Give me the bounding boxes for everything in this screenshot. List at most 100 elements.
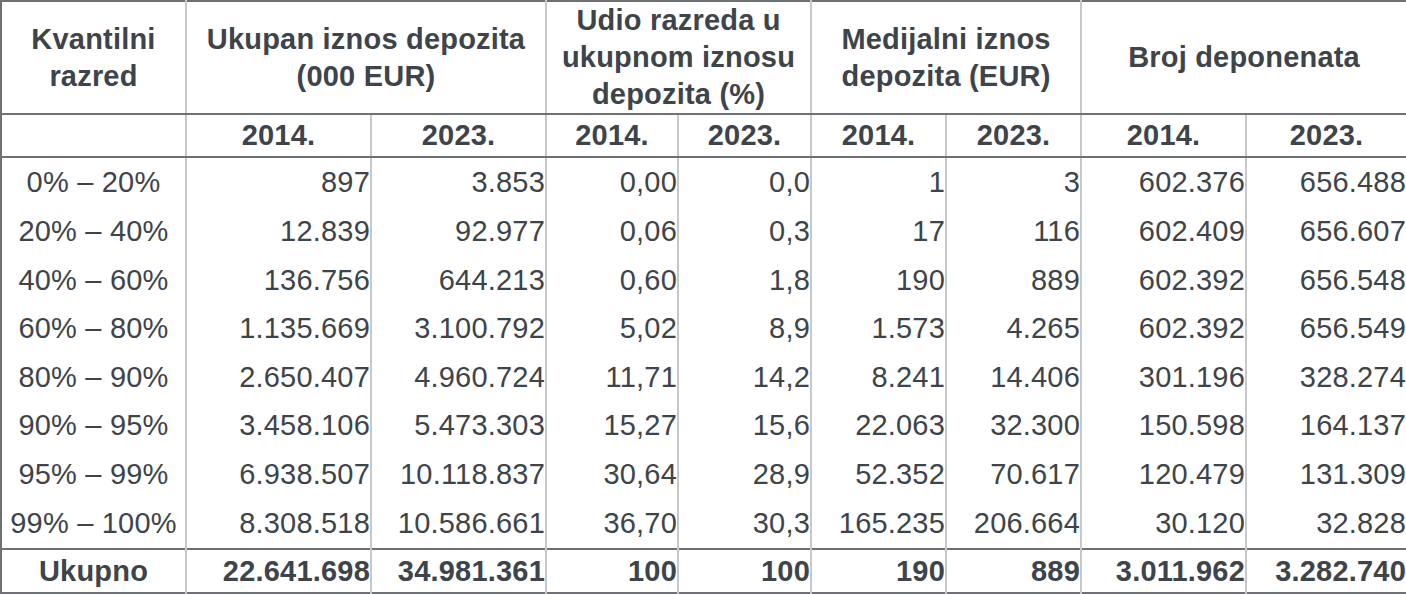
share-2014: 36,70 bbox=[546, 499, 678, 549]
share-2023: 15,6 bbox=[678, 402, 811, 451]
total-deposit-2023: 644.213 bbox=[371, 256, 546, 305]
year-header-count-2023: 2023. bbox=[1246, 114, 1406, 157]
total-deposit-2023: 92.977 bbox=[371, 207, 546, 256]
share-2023: 30,3 bbox=[678, 499, 811, 549]
depositors-2014: 150.598 bbox=[1081, 402, 1246, 451]
share-2014: 0,06 bbox=[546, 207, 678, 256]
total-deposit-2023: 10.118.837 bbox=[371, 450, 546, 499]
total-deposit-2014: 8.308.518 bbox=[186, 499, 371, 549]
share-2023: 8,9 bbox=[678, 304, 811, 353]
year-header-median-2023: 2023. bbox=[946, 114, 1081, 157]
share-2023: 0,0 bbox=[678, 157, 811, 207]
share-2014: 15,27 bbox=[546, 402, 678, 451]
median-2023: 3 bbox=[946, 157, 1081, 207]
year-header-median-2014: 2014. bbox=[811, 114, 946, 157]
median-2014: 190 bbox=[811, 256, 946, 305]
share-2023: 14,2 bbox=[678, 353, 811, 402]
depositors-2023: 131.309 bbox=[1246, 450, 1406, 499]
depositors-2023: 164.137 bbox=[1246, 402, 1406, 451]
quantile-range-label: 40% – 60% bbox=[1, 256, 186, 305]
median-2023: 4.265 bbox=[946, 304, 1081, 353]
depositors-2014: 120.479 bbox=[1081, 450, 1246, 499]
total-row-label: Ukupno bbox=[1, 549, 186, 593]
median-2014: 52.352 bbox=[811, 450, 946, 499]
median-2023: 889 bbox=[946, 549, 1081, 593]
total-deposit-2014: 6.938.507 bbox=[186, 450, 371, 499]
depositors-2023: 32.828 bbox=[1246, 499, 1406, 549]
year-header-total-2014: 2014. bbox=[186, 114, 371, 157]
table-row: 40% – 60% 136.756 644.213 0,60 1,8 190 8… bbox=[1, 256, 1406, 305]
header-empty-cell bbox=[1, 114, 186, 157]
median-2023: 70.617 bbox=[946, 450, 1081, 499]
depositors-2023: 328.274 bbox=[1246, 353, 1406, 402]
total-deposit-2014: 1.135.669 bbox=[186, 304, 371, 353]
table-row: 80% – 90% 2.650.407 4.960.724 11,71 14,2… bbox=[1, 353, 1406, 402]
depositors-2023: 656.549 bbox=[1246, 304, 1406, 353]
total-deposit-2014: 3.458.106 bbox=[186, 402, 371, 451]
table-row: 90% – 95% 3.458.106 5.473.303 15,27 15,6… bbox=[1, 402, 1406, 451]
share-2014: 0,00 bbox=[546, 157, 678, 207]
header-depositor-count: Broj deponenata bbox=[1081, 1, 1406, 114]
total-deposit-2014: 2.650.407 bbox=[186, 353, 371, 402]
total-deposit-2014: 897 bbox=[186, 157, 371, 207]
header-median-deposit: Medijalni iznos depozita (EUR) bbox=[811, 1, 1081, 114]
table-row: 60% – 80% 1.135.669 3.100.792 5,02 8,9 1… bbox=[1, 304, 1406, 353]
total-deposit-2023: 4.960.724 bbox=[371, 353, 546, 402]
total-deposit-2014: 136.756 bbox=[186, 256, 371, 305]
depositors-2014: 602.409 bbox=[1081, 207, 1246, 256]
total-row: Ukupno 22.641.698 34.981.361 100 100 190… bbox=[1, 549, 1406, 593]
share-2014: 11,71 bbox=[546, 353, 678, 402]
quantile-range-label: 99% – 100% bbox=[1, 499, 186, 549]
header-total-deposit: Ukupan iznos depozita (000 EUR) bbox=[186, 1, 546, 114]
header-share-of-total: Udio razreda u ukupnom iznosu depozita (… bbox=[546, 1, 811, 114]
total-deposit-2023: 5.473.303 bbox=[371, 402, 546, 451]
median-2023: 32.300 bbox=[946, 402, 1081, 451]
total-deposit-2023: 3.100.792 bbox=[371, 304, 546, 353]
depositors-2023: 3.282.740 bbox=[1246, 549, 1406, 593]
share-2023: 0,3 bbox=[678, 207, 811, 256]
deposit-quantile-table: Kvantilni razred Ukupan iznos depozita (… bbox=[0, 0, 1406, 594]
share-2014: 0,60 bbox=[546, 256, 678, 305]
table-row: 0% – 20% 897 3.853 0,00 0,0 1 3 602.376 … bbox=[1, 157, 1406, 207]
share-2014: 30,64 bbox=[546, 450, 678, 499]
median-2023: 889 bbox=[946, 256, 1081, 305]
share-2014: 100 bbox=[546, 549, 678, 593]
median-2014: 8.241 bbox=[811, 353, 946, 402]
depositors-2014: 30.120 bbox=[1081, 499, 1246, 549]
depositors-2014: 301.196 bbox=[1081, 353, 1246, 402]
header-group-row: Kvantilni razred Ukupan iznos depozita (… bbox=[1, 1, 1406, 114]
depositors-2023: 656.548 bbox=[1246, 256, 1406, 305]
table-row: 99% – 100% 8.308.518 10.586.661 36,70 30… bbox=[1, 499, 1406, 549]
share-2023: 28,9 bbox=[678, 450, 811, 499]
total-deposit-2014: 22.641.698 bbox=[186, 549, 371, 593]
quantile-range-label: 0% – 20% bbox=[1, 157, 186, 207]
depositors-2023: 656.607 bbox=[1246, 207, 1406, 256]
deposit-quantile-table-container: Kvantilni razred Ukupan iznos depozita (… bbox=[0, 0, 1406, 594]
year-header-total-2023: 2023. bbox=[371, 114, 546, 157]
quantile-range-label: 95% – 99% bbox=[1, 450, 186, 499]
table-row: 20% – 40% 12.839 92.977 0,06 0,3 17 116 … bbox=[1, 207, 1406, 256]
median-2023: 116 bbox=[946, 207, 1081, 256]
share-2023: 1,8 bbox=[678, 256, 811, 305]
year-header-count-2014: 2014. bbox=[1081, 114, 1246, 157]
header-year-row: 2014. 2023. 2014. 2023. 2014. 2023. 2014… bbox=[1, 114, 1406, 157]
total-deposit-2023: 34.981.361 bbox=[371, 549, 546, 593]
share-2023: 100 bbox=[678, 549, 811, 593]
depositors-2014: 3.011.962 bbox=[1081, 549, 1246, 593]
depositors-2014: 602.376 bbox=[1081, 157, 1246, 207]
quantile-range-label: 80% – 90% bbox=[1, 353, 186, 402]
depositors-2023: 656.488 bbox=[1246, 157, 1406, 207]
year-header-share-2014: 2014. bbox=[546, 114, 678, 157]
total-deposit-2023: 3.853 bbox=[371, 157, 546, 207]
median-2014: 1 bbox=[811, 157, 946, 207]
median-2014: 22.063 bbox=[811, 402, 946, 451]
quantile-range-label: 20% – 40% bbox=[1, 207, 186, 256]
share-2014: 5,02 bbox=[546, 304, 678, 353]
total-deposit-2023: 10.586.661 bbox=[371, 499, 546, 549]
header-quantile-class: Kvantilni razred bbox=[1, 1, 186, 114]
total-deposit-2014: 12.839 bbox=[186, 207, 371, 256]
table-row: 95% – 99% 6.938.507 10.118.837 30,64 28,… bbox=[1, 450, 1406, 499]
median-2014: 190 bbox=[811, 549, 946, 593]
depositors-2014: 602.392 bbox=[1081, 304, 1246, 353]
median-2014: 1.573 bbox=[811, 304, 946, 353]
